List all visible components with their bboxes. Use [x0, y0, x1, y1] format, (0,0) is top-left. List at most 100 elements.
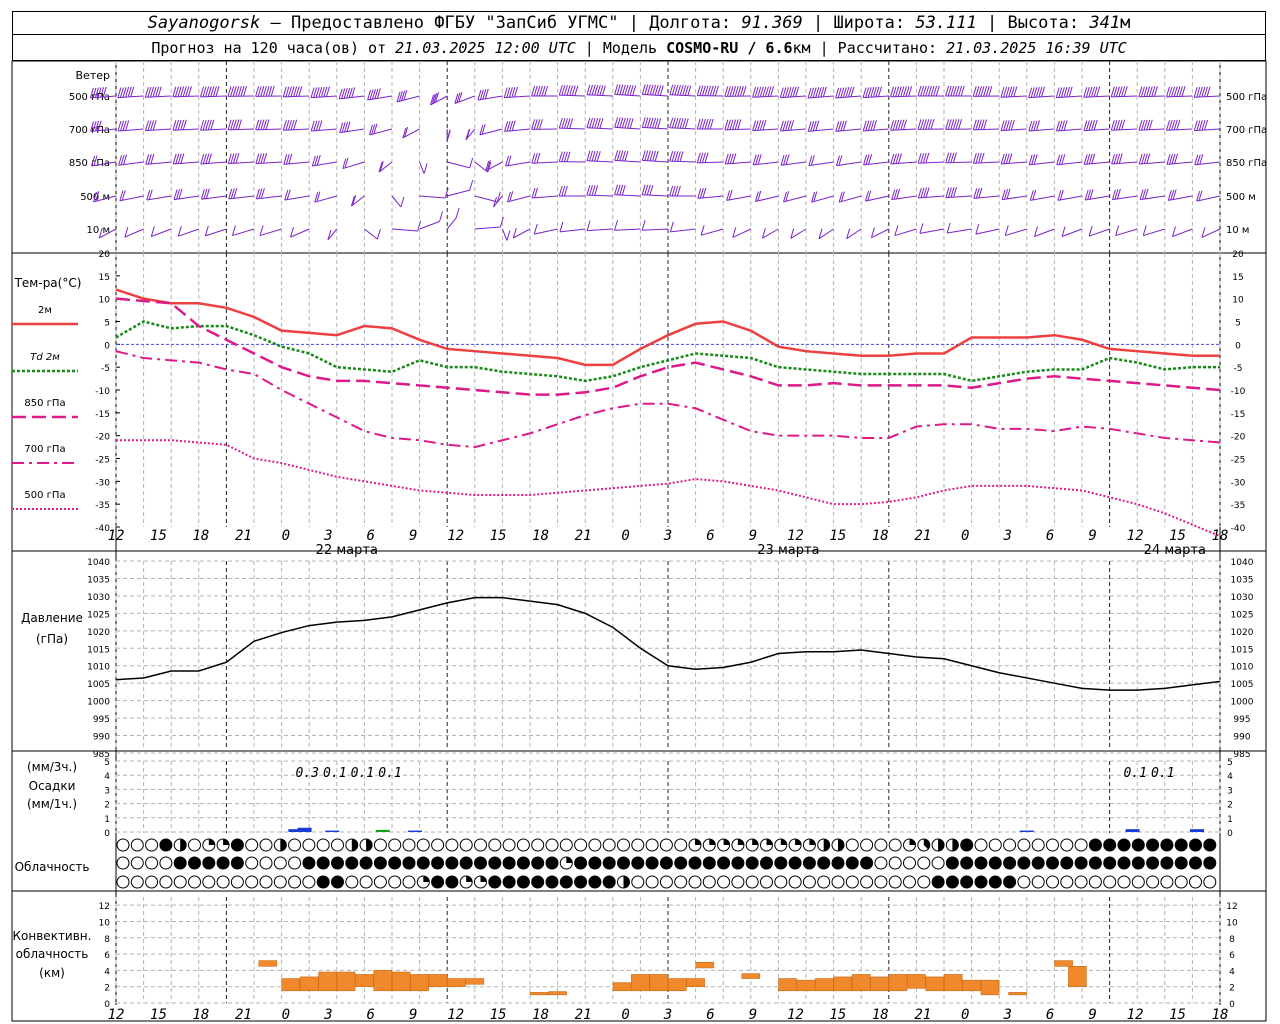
wind-barb-flag	[684, 118, 689, 129]
cloud-symbol	[502, 838, 516, 852]
wind-barb-flag	[790, 228, 795, 239]
wind-barb-flag	[1121, 86, 1126, 97]
wind-barb-flag	[845, 87, 850, 98]
cloud-symbol	[1046, 856, 1059, 870]
temp-legend-label: Td 2м	[30, 352, 60, 363]
wind-barb-staff	[534, 228, 558, 235]
latitude-value: 53.111	[915, 13, 977, 33]
wind-barb-flag	[947, 119, 952, 130]
wind-barb-flag	[262, 86, 267, 97]
cloud-symbol	[1074, 875, 1088, 889]
wind-barb-flag	[378, 161, 383, 173]
precip-unit-bottom: (мм/1ч.)	[27, 797, 77, 811]
wind-barb-staff	[284, 195, 310, 201]
cloud-symbol	[145, 875, 159, 889]
wind-barb-flag	[210, 86, 215, 97]
pressure-axis-tick: 985	[93, 750, 110, 760]
precip-axis-tick: 1	[104, 815, 110, 825]
wind-barb-flag	[1194, 154, 1199, 165]
wind-barb-staff	[1138, 95, 1165, 98]
wind-barb-flag	[404, 126, 409, 138]
pressure-axis-tick: 1030	[87, 593, 110, 603]
wind-barb-flag	[654, 118, 659, 129]
precip-value-label: 0.1	[1123, 766, 1146, 781]
conv-axis-tick: 10	[99, 918, 111, 928]
wind-barb-flag	[1010, 86, 1015, 97]
wind-barb-flag	[326, 86, 330, 97]
wind-barb-flag	[202, 86, 207, 97]
wind-barb-flag	[890, 120, 895, 131]
wind-barb-staff	[419, 221, 440, 230]
wind-barb-flag	[835, 87, 840, 99]
wind-barb-flag	[569, 118, 574, 129]
cloud-symbol	[988, 838, 1002, 852]
wind-barb-flag	[676, 185, 681, 197]
cloud-symbol	[917, 856, 931, 870]
temp-axis-tick-right: -15	[1231, 410, 1246, 420]
wind-barb-flag	[150, 153, 155, 165]
wind-barb-flag	[477, 89, 482, 101]
wind-barb-staff	[863, 128, 889, 132]
wind-level-label: 10 м	[87, 225, 110, 236]
cloud-symbol	[788, 875, 802, 889]
conv-cloud-bar	[667, 978, 687, 992]
wind-barb-staff	[865, 195, 889, 202]
wind-barb-flag	[207, 119, 212, 130]
wind-barb-flag	[1057, 190, 1062, 201]
wind-barb-flag	[1115, 86, 1120, 97]
conv-cloud-bar	[631, 974, 650, 992]
wind-barb-flag	[558, 118, 563, 129]
wind-barb-flag	[724, 153, 729, 165]
wind-barb-flag	[511, 120, 516, 131]
wind-barb-flag	[1201, 86, 1206, 97]
wind-barb-flag	[433, 93, 438, 104]
wind-barb-staff	[918, 195, 945, 199]
conv-cloud-bar	[281, 978, 301, 992]
wind-barb-flag	[810, 121, 815, 132]
wind-barb-flag	[985, 86, 990, 97]
wind-barb-flag	[822, 86, 827, 97]
hour-tick-label: 0	[282, 1007, 290, 1023]
wind-barb-row	[90, 117, 1221, 141]
cloud-symbol	[945, 856, 959, 870]
wind-barb-flag	[350, 195, 355, 207]
wind-barb-flag	[917, 153, 922, 164]
wind-barb-flag	[1174, 153, 1179, 164]
wind-barb-flag	[235, 86, 240, 97]
cloud-symbol	[388, 856, 402, 870]
wind-barb-staff	[642, 194, 669, 197]
cloud-symbol	[545, 856, 559, 870]
wind-barb-flag	[95, 87, 99, 98]
wind-barb-flag	[591, 150, 596, 162]
run-time: 21.03.2025 12:00 UTC	[395, 39, 576, 57]
cloud-symbol	[559, 875, 573, 889]
wind-barb-flag	[503, 87, 508, 98]
cloud-symbol	[645, 875, 659, 889]
wind-barb-flag	[240, 86, 245, 97]
conv-axis-tick-right: 2	[1229, 984, 1235, 994]
cloud-symbol	[416, 856, 430, 870]
wind-barb-flag	[177, 119, 182, 131]
cloud-symbol	[602, 838, 616, 852]
conv-cloud-bar	[465, 978, 485, 985]
wind-barb-flag	[870, 120, 875, 131]
wind-barb-flag	[905, 86, 910, 97]
temp-legend-label: 500 гПа	[24, 490, 65, 501]
wind-barb-flag	[734, 86, 739, 97]
conv-cloud-bar	[686, 978, 705, 987]
wind-barb-flag	[1169, 154, 1173, 165]
wind-barb-staff	[890, 95, 917, 98]
wind-barb-flag	[227, 153, 232, 164]
cloud-symbol	[159, 838, 173, 852]
pressure-axis-tick: 1025	[87, 610, 110, 620]
wind-barb-flag	[227, 119, 232, 130]
wind-barb-flag	[563, 151, 568, 162]
wind-barb-flag	[671, 117, 676, 129]
wind-barb-flag	[283, 154, 288, 165]
wind-barb-flag	[1093, 86, 1098, 97]
wind-barb-flag	[644, 84, 649, 95]
hour-tick-label: 0	[621, 528, 629, 544]
cloud-symbol	[674, 856, 688, 870]
wind-barb-staff	[890, 161, 917, 165]
cloud-symbol	[416, 838, 430, 852]
